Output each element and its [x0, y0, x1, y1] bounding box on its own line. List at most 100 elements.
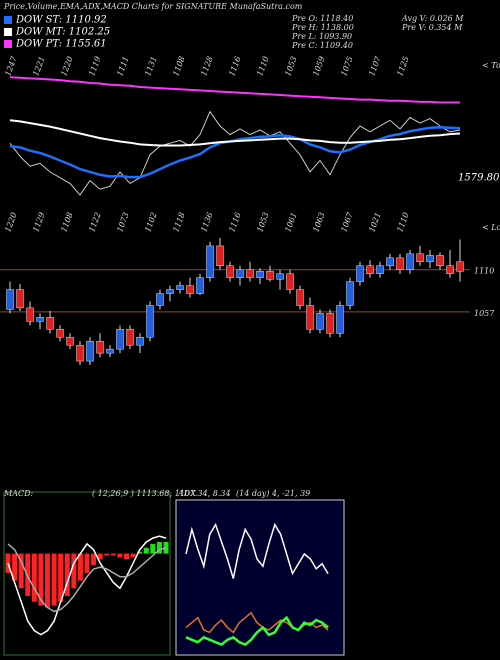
ema-line	[9, 119, 461, 147]
histogram-bar	[51, 553, 57, 606]
candle-body	[216, 245, 224, 266]
histogram-bar	[104, 553, 110, 556]
side-label: < Tops	[482, 61, 500, 70]
candle-body	[56, 329, 64, 338]
candle-body	[176, 285, 184, 290]
histogram-bar	[77, 553, 83, 581]
candle-body	[186, 285, 194, 294]
candle-body	[306, 305, 314, 330]
stat-label: Pre H: 1138.00	[291, 23, 354, 32]
adx-line	[185, 611, 329, 634]
candle-body	[376, 265, 384, 274]
y-tick-label: 1110	[474, 267, 494, 276]
histogram-bar	[64, 553, 70, 596]
candle-body	[426, 255, 434, 263]
close-line	[9, 110, 461, 196]
candle-body	[126, 329, 134, 346]
candle-body	[386, 257, 394, 266]
histogram-bar	[91, 553, 97, 566]
legend-label: DOW MT: 1102.25	[15, 27, 110, 38]
ema-line	[9, 76, 460, 104]
candle-body	[146, 305, 154, 338]
adx-label: ADX	[177, 489, 196, 498]
candle-body	[156, 293, 164, 306]
histogram-bar	[137, 551, 143, 554]
stat-label: Pre V: 0.354 M	[401, 23, 463, 32]
candle-body	[86, 340, 94, 362]
candle-body	[456, 261, 464, 272]
candle-body	[46, 317, 54, 330]
stat-label: Pre C: 1109.40	[291, 41, 353, 50]
candle-body	[66, 337, 74, 346]
candle-body	[96, 340, 104, 354]
histogram-bar	[71, 553, 77, 589]
candle-body	[346, 281, 354, 306]
candle-body	[336, 305, 344, 334]
candle-body	[36, 317, 44, 322]
histogram-bar	[163, 542, 169, 554]
candle-body	[316, 313, 324, 330]
side-label: < Lows	[482, 223, 500, 232]
candle-body	[246, 269, 254, 278]
candle-body	[266, 271, 274, 280]
candle-body	[436, 255, 444, 267]
candle-body	[166, 289, 174, 294]
candle-body	[276, 273, 284, 280]
candle-body	[396, 257, 404, 270]
candle-body	[356, 265, 364, 282]
candle-body	[6, 289, 14, 310]
adx-line	[185, 615, 329, 647]
candle-body	[26, 307, 34, 322]
histogram-bar	[18, 553, 24, 589]
candle-body	[196, 277, 204, 294]
candle-body	[76, 344, 84, 362]
macd-line	[7, 535, 167, 636]
candle-body	[256, 271, 264, 278]
legend-label: DOW PT: 1155.61	[15, 39, 107, 50]
candle-body	[446, 265, 454, 274]
histogram-bar	[110, 553, 116, 556]
last-label: 1579.80	[458, 173, 500, 184]
stat-label: Avg V: 0.026 M	[401, 14, 464, 23]
candle-body	[326, 313, 334, 334]
signal-line	[7, 543, 167, 613]
adx-panel	[175, 499, 345, 656]
adx-params: (14 day) 4, -21, 39	[236, 489, 310, 498]
candle-body	[106, 348, 114, 354]
histogram-bar	[156, 542, 162, 554]
histogram-bar	[150, 543, 156, 554]
candle-body	[236, 269, 244, 278]
candle-body	[16, 289, 24, 309]
adx-line	[185, 522, 329, 579]
histogram-bar	[31, 553, 37, 602]
stat-label: Pre O: 1118.40	[291, 14, 353, 23]
candle-body	[206, 245, 214, 278]
histogram-bar	[97, 553, 103, 560]
candle-body	[116, 329, 124, 350]
histogram-bar	[124, 553, 129, 560]
histogram-bar	[58, 553, 64, 602]
macd-params: ( 12,26,9 ) 1113.68, 1107.34, 8.34	[92, 489, 231, 498]
histogram-bar	[12, 553, 18, 581]
histogram-bar	[38, 553, 44, 606]
candle-body	[136, 337, 144, 346]
y-tick-label: 1057	[474, 309, 495, 318]
histogram-bar	[45, 553, 50, 608]
candle-body	[366, 265, 374, 274]
legend-swatch	[4, 16, 12, 24]
candle-body	[286, 273, 294, 290]
candle-body	[226, 265, 234, 278]
histogram-bar	[117, 553, 123, 558]
candle-body	[416, 253, 424, 263]
legend-swatch	[4, 40, 12, 48]
candle-body	[406, 253, 414, 270]
macd-label: MACD:	[3, 489, 34, 498]
legend-swatch	[4, 28, 12, 36]
legend-label: DOW ST: 1110.92	[15, 15, 107, 26]
stat-label: Pre L: 1093.90	[291, 32, 352, 41]
histogram-bar	[143, 547, 149, 554]
histogram-bar	[84, 553, 90, 573]
histogram-bar	[130, 553, 136, 558]
